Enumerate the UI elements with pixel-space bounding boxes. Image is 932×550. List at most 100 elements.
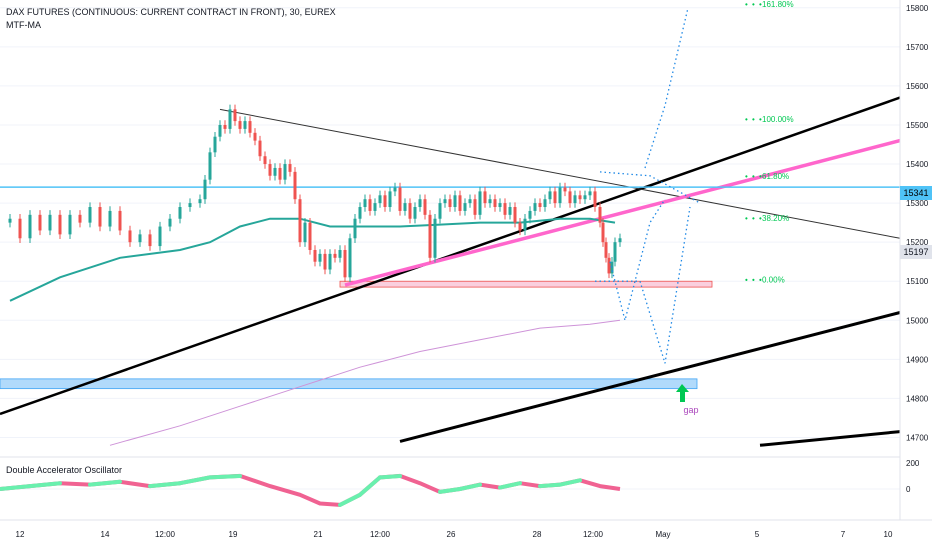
candle-body [601,222,605,243]
candle-body [18,218,22,239]
candle-body [118,210,122,231]
candle-body [348,238,352,278]
candle-body [28,214,32,239]
projection-path [595,206,691,364]
x-tick-label: 12:00 [370,530,391,539]
candle-body [488,199,492,204]
candle-body [428,214,432,258]
candle-body [233,109,237,122]
candle-body [218,124,222,137]
candle-body [478,191,482,215]
y-tick-label: 14700 [906,433,929,442]
fib-level-label: 38.20% [762,214,789,223]
osc-axis-label: 200 [906,459,920,468]
candle-body [58,214,62,235]
ma-violet-line [109,319,621,446]
candle-body [468,199,472,204]
candle-body [513,207,517,223]
candle-body [288,164,292,172]
candle-body [88,207,92,223]
price-candles [8,104,622,283]
candle-body [443,199,447,204]
x-tick-label: 12 [16,530,25,539]
fib-dots: • • • [745,275,763,284]
y-tick-label: 15500 [906,121,929,130]
candle-body [588,191,592,196]
trend-lines [0,96,901,447]
candle-body [503,203,507,215]
candle-body [568,191,572,204]
x-tick-label: 12:00 [583,530,604,539]
y-tick-label: 15200 [906,238,929,247]
candle-body [263,156,267,165]
osc-line-green [148,481,182,489]
candle-body [253,132,257,141]
candle-body [323,253,327,270]
candle-body [308,222,312,250]
gap-marker: gap [676,384,699,415]
candle-body [283,164,287,180]
candle-body [328,253,332,270]
price-badge-blue: 15341 [900,186,932,200]
fib-level-label: 61.80% [762,172,789,181]
trendline-thick-bottom [759,430,901,447]
candle-body [543,199,547,208]
candle-body [533,203,537,211]
candle-body [313,249,317,262]
fib-levels: • • • 161.80%• • • 100.00%• • • 61.80%• • •… [745,0,794,284]
candle-body [473,199,477,215]
fib-dots: • • • [745,172,763,181]
projection-paths [595,7,701,364]
candle-body [68,214,72,235]
zone-rect [339,280,713,288]
x-tick-label: 21 [314,530,323,539]
y-tick-label: 14800 [906,394,929,403]
candle-body [613,242,617,262]
candle-body [398,187,402,211]
candle-body [278,167,282,180]
candle-body [213,136,217,153]
candle-body [610,261,614,274]
candle-body [593,191,597,208]
candle-body [363,199,367,208]
candle-body [528,210,532,219]
osc-line-green [438,487,462,494]
candle-body [538,203,542,208]
candle-body [453,195,457,208]
projection-path [609,198,666,321]
osc-line-green [88,479,122,487]
x-tick-label: 12:00 [155,530,176,539]
trendline-thin [219,108,901,239]
candle-body [463,203,467,211]
oscillator-title: Double Accelerator Oscillator [6,465,123,475]
candle-body [223,124,227,129]
x-tick-label: 7 [841,530,846,539]
trendline-pink [344,138,901,287]
candle-body [383,195,387,208]
candle-body [578,195,582,200]
trendline-thick-upper [0,96,901,416]
candle-body [393,187,397,192]
osc-line-green [178,475,212,486]
osc-line-green [358,475,382,497]
candle-body [498,203,502,208]
candle-body [458,195,462,211]
fib-level-label: 161.80% [762,0,794,9]
candle-body [303,222,307,243]
candle-body [607,257,611,274]
osc-line-green [378,473,402,480]
candle-body [208,152,212,180]
candle-body [138,234,142,243]
osc-line-green [0,484,32,491]
candle-body [388,191,392,208]
candle-body [343,249,347,278]
y-tick-label: 14900 [906,355,929,364]
candle-body [418,199,422,208]
candle-body [553,191,557,204]
candle-body [378,195,382,204]
candle-body [368,199,372,211]
candle-body [228,109,232,129]
candle-body [353,218,357,239]
chart-header: DAX FUTURES (CONTINUOUS: CURRENT CONTRAC… [6,6,336,32]
